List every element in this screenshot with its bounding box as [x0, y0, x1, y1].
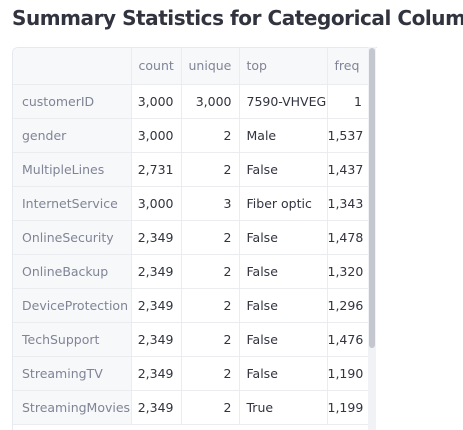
top-cell[interactable]: 7590-VHVEG: [239, 84, 328, 119]
unique-cell[interactable]: 2: [181, 356, 240, 391]
unique-cell[interactable]: 2: [181, 288, 240, 323]
row-label[interactable]: StreamingMovies: [13, 390, 132, 425]
unique-cell[interactable]: 2: [181, 322, 240, 357]
row-label[interactable]: TechSupport: [13, 322, 132, 357]
row-label[interactable]: OnlineSecurity: [13, 220, 132, 255]
freq-cell[interactable]: 1: [327, 84, 369, 119]
top-cell[interactable]: Fiber optic: [239, 186, 328, 221]
row-label[interactable]: customerID: [13, 84, 132, 119]
count-cell[interactable]: 2,349: [131, 288, 182, 323]
top-cell[interactable]: False: [239, 356, 328, 391]
table-row: gender 3,000 2 Male 1,537: [13, 118, 369, 153]
unique-cell[interactable]: 2: [181, 254, 240, 289]
count-cell[interactable]: 2,349: [131, 356, 182, 391]
count-cell[interactable]: 2,349: [131, 390, 182, 425]
count-cell[interactable]: 3,000: [131, 84, 182, 119]
count-cell[interactable]: 2,349: [131, 220, 182, 255]
unique-cell[interactable]: 3: [181, 186, 240, 221]
freq-cell[interactable]: 1,199: [327, 390, 369, 425]
top-cell[interactable]: True: [239, 390, 328, 425]
unique-cell[interactable]: 2: [181, 390, 240, 425]
table-row: MultipleLines 2,731 2 False 1,437: [13, 152, 369, 187]
table-row: OnlineSecurity 2,349 2 False 1,478: [13, 220, 369, 255]
row-label[interactable]: gender: [13, 118, 132, 153]
dataframe[interactable]: count unique top freq customerID 3,000 3…: [12, 47, 377, 430]
top-cell[interactable]: False: [239, 220, 328, 255]
unique-cell[interactable]: 2: [181, 118, 240, 153]
row-label[interactable]: InternetService: [13, 186, 132, 221]
freq-cell[interactable]: 1,320: [327, 254, 369, 289]
top-cell[interactable]: False: [239, 322, 328, 357]
summary-table: count unique top freq customerID 3,000 3…: [13, 48, 369, 425]
count-cell[interactable]: 3,000: [131, 186, 182, 221]
freq-cell[interactable]: 1,476: [327, 322, 369, 357]
top-cell[interactable]: False: [239, 288, 328, 323]
column-header-freq[interactable]: freq: [327, 48, 369, 85]
freq-cell[interactable]: 1,437: [327, 152, 369, 187]
table-row: InternetService 3,000 3 Fiber optic 1,34…: [13, 186, 369, 221]
table-row: customerID 3,000 3,000 7590-VHVEG 1: [13, 84, 369, 119]
header-row: count unique top freq: [13, 48, 369, 85]
freq-cell[interactable]: 1,190: [327, 356, 369, 391]
row-label[interactable]: DeviceProtection: [13, 288, 132, 323]
top-cell[interactable]: False: [239, 254, 328, 289]
row-label[interactable]: MultipleLines: [13, 152, 132, 187]
freq-cell[interactable]: 1,478: [327, 220, 369, 255]
count-cell[interactable]: 2,731: [131, 152, 182, 187]
row-label[interactable]: OnlineBackup: [13, 254, 132, 289]
table-row: StreamingMovies 2,349 2 True 1,199: [13, 390, 369, 425]
freq-cell[interactable]: 1,537: [327, 118, 369, 153]
top-cell[interactable]: Male: [239, 118, 328, 153]
column-header-unique[interactable]: unique: [181, 48, 240, 85]
freq-cell[interactable]: 1,296: [327, 288, 369, 323]
count-cell[interactable]: 2,349: [131, 254, 182, 289]
column-header-top[interactable]: top: [239, 48, 328, 85]
table-row: StreamingTV 2,349 2 False 1,190: [13, 356, 369, 391]
count-cell[interactable]: 3,000: [131, 118, 182, 153]
table-row: DeviceProtection 2,349 2 False 1,296: [13, 288, 369, 323]
row-label[interactable]: StreamingTV: [13, 356, 132, 391]
count-cell[interactable]: 2,349: [131, 322, 182, 357]
scrollbar-thumb[interactable]: [369, 48, 375, 348]
corner-cell: [13, 48, 132, 85]
column-header-count[interactable]: count: [131, 48, 182, 85]
page-title: Summary Statistics for Categorical Colum…: [12, 6, 463, 30]
table-row: TechSupport 2,349 2 False 1,476: [13, 322, 369, 357]
freq-cell[interactable]: 1,343: [327, 186, 369, 221]
unique-cell[interactable]: 2: [181, 152, 240, 187]
unique-cell[interactable]: 3,000: [181, 84, 240, 119]
top-cell[interactable]: False: [239, 152, 328, 187]
table-row: OnlineBackup 2,349 2 False 1,320: [13, 254, 369, 289]
unique-cell[interactable]: 2: [181, 220, 240, 255]
